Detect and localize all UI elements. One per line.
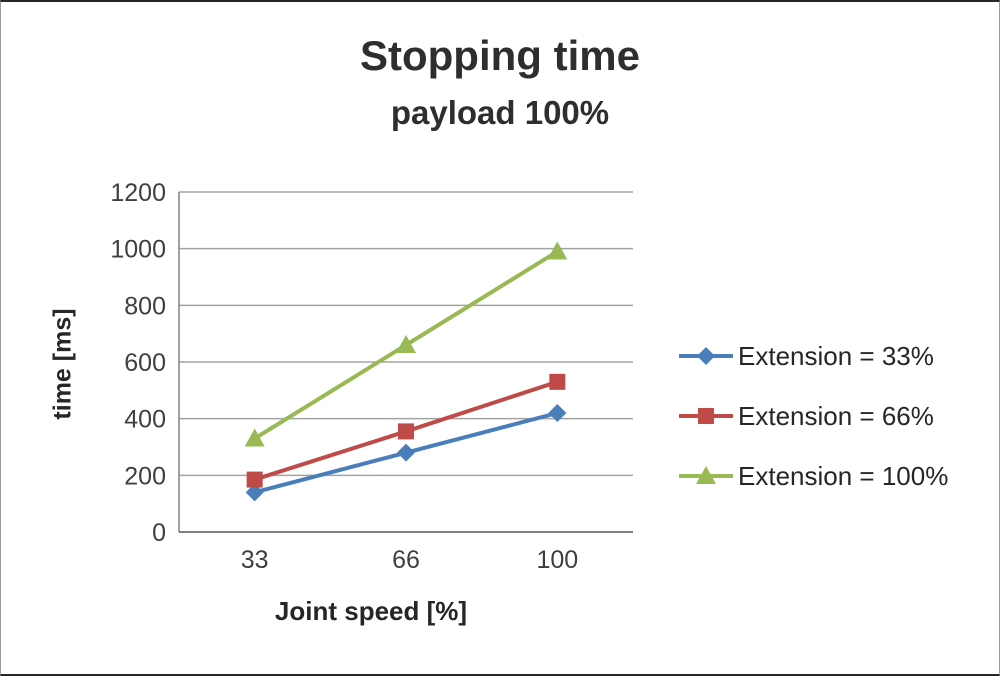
x-axis-title: Joint speed [%] [274,596,468,626]
legend-label: Extension = 100% [738,460,949,491]
legend-swatch [679,347,733,365]
legend-item: Extension = 100% [677,458,948,494]
y-tick-label: 600 [124,349,166,377]
legend-label: Extension = 66% [738,400,934,431]
legend-item: Extension = 66% [677,398,948,434]
chart-subtitle: payload 100% [390,94,610,131]
legend-marker-icon [696,466,716,484]
chart-title: Stopping time [360,32,640,79]
data-point-marker [244,428,265,447]
y-tick-label: 1000 [110,236,166,264]
legend-item: Extension = 33% [677,338,948,374]
y-axis-title: time [ms] [48,308,77,420]
data-point-marker [397,443,415,462]
data-point-marker [246,471,263,488]
y-tick-label: 0 [152,519,166,547]
data-point-marker [549,373,566,390]
y-tick-label: 200 [124,462,166,490]
legend-marker-icon [697,347,715,365]
data-point-marker [245,483,264,502]
legend-label: Extension = 33% [738,340,934,371]
y-tick-label: 800 [124,292,166,320]
data-point-marker [398,423,414,440]
y-tick-label: 1200 [110,180,166,207]
x-tick-label: 100 [536,546,578,572]
data-point-marker [396,335,416,353]
x-tick-label: 66 [392,546,420,572]
legend-swatch [679,408,733,424]
legend-swatch [679,466,733,484]
plot-area: 0 200 400 600 800 1000 1200 33 66 100 [110,180,633,572]
data-point-marker [548,404,567,422]
data-point-marker [547,241,568,260]
y-tick-label: 400 [124,406,166,434]
legend-marker-icon [698,408,714,424]
x-tick-label: 33 [241,546,269,572]
legend: Extension = 33% Extension = 66% Extension … [677,338,948,494]
